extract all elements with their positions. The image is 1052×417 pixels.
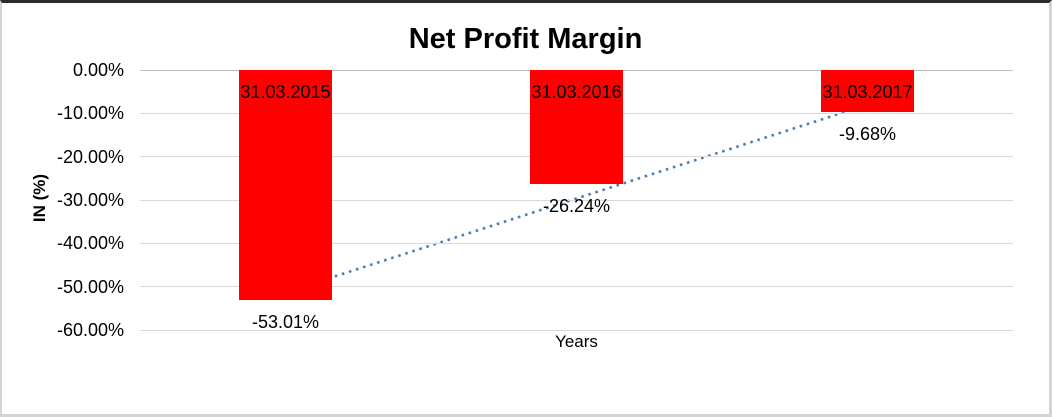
chart-title: Net Profit Margin (408, 23, 643, 55)
category-label: 31.03.2015 (240, 82, 331, 102)
category-label: 31.03.2016 (531, 82, 622, 102)
bar-31.03.2017 (821, 70, 914, 112)
gridline (140, 329, 1013, 331)
bar-31.03.2016 (530, 70, 623, 184)
y-axis-tick-label: -50.00% (56, 276, 124, 297)
value-label: -53.01% (251, 311, 320, 332)
y-axis-tick-label: -60.00% (56, 320, 124, 340)
gridline (140, 242, 1013, 244)
y-axis-tick-label: 0.00% (72, 60, 124, 80)
value-label: -26.24% (542, 195, 611, 216)
y-axis-tick-label: -40.00% (56, 233, 124, 254)
y-axis-tick-label: -10.00% (56, 103, 124, 124)
gridline (140, 286, 1013, 288)
gridline (140, 199, 1013, 201)
value-label: -9.68% (838, 123, 897, 144)
y-axis-tick-label: -20.00% (56, 146, 124, 167)
bar-31.03.2015 (239, 70, 332, 300)
category-label: 31.03.2017 (822, 82, 913, 102)
x-axis-title: Years (555, 332, 598, 351)
y-axis-tick-label: -30.00% (56, 190, 124, 210)
